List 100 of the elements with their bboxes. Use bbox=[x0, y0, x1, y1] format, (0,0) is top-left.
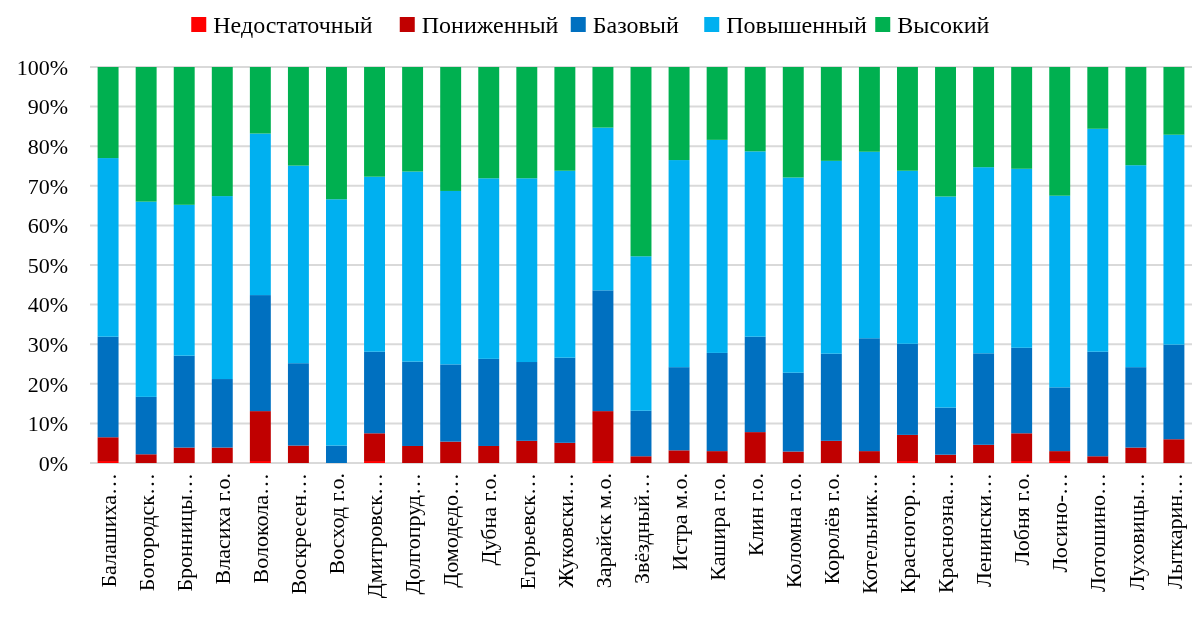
y-tick-label: 50% bbox=[27, 252, 68, 278]
bar bbox=[211, 379, 233, 448]
bar bbox=[1163, 134, 1185, 345]
bar bbox=[554, 357, 576, 443]
bar bbox=[440, 364, 462, 442]
y-tick-label: 30% bbox=[27, 331, 68, 357]
legend-label: Повышенный bbox=[726, 12, 867, 39]
x-tick-label: Коломна г.о. bbox=[780, 473, 806, 589]
bar bbox=[592, 290, 614, 412]
bar bbox=[249, 295, 271, 412]
bar bbox=[820, 440, 842, 463]
bar bbox=[668, 160, 690, 368]
bar bbox=[135, 67, 157, 202]
bar bbox=[706, 67, 728, 140]
x-tick-label: Воскресен… bbox=[286, 473, 312, 595]
y-tick-label: 10% bbox=[27, 411, 68, 437]
bar bbox=[1087, 67, 1109, 129]
bar bbox=[249, 133, 271, 296]
bar bbox=[1049, 387, 1071, 452]
bar bbox=[1125, 447, 1147, 463]
bar bbox=[1011, 433, 1033, 462]
bar bbox=[973, 167, 995, 354]
x-tick-label: Богородск… bbox=[133, 473, 159, 592]
bar bbox=[935, 454, 956, 463]
bar bbox=[326, 199, 347, 446]
x-tick-label: Луховицы… bbox=[1123, 473, 1149, 591]
x-tick-label: Долгопруд… bbox=[400, 473, 426, 595]
bar bbox=[478, 358, 500, 446]
bar bbox=[364, 67, 386, 177]
bar bbox=[440, 67, 462, 191]
x-tick-label: Власиха г.о. bbox=[209, 473, 235, 585]
bar bbox=[478, 445, 500, 463]
bar bbox=[1163, 439, 1185, 463]
bar bbox=[630, 410, 652, 457]
bar bbox=[402, 171, 424, 362]
bar bbox=[364, 176, 386, 352]
bar bbox=[744, 151, 766, 337]
bar bbox=[287, 67, 309, 166]
bar bbox=[249, 67, 271, 134]
bar bbox=[973, 353, 995, 445]
bar bbox=[973, 67, 995, 168]
bar bbox=[211, 447, 233, 463]
bar bbox=[1125, 165, 1147, 368]
bar bbox=[896, 170, 918, 344]
bar bbox=[1049, 67, 1071, 196]
bar bbox=[554, 442, 576, 463]
bar bbox=[1011, 347, 1033, 434]
bar bbox=[592, 127, 614, 291]
bar bbox=[402, 445, 424, 463]
x-tick-label: Дмитровск… bbox=[362, 473, 388, 599]
x-tick-label: Истра м.о. bbox=[666, 473, 692, 571]
bar bbox=[516, 178, 538, 363]
bar bbox=[935, 407, 956, 455]
bar bbox=[211, 67, 233, 197]
x-tick-label: Лыткарин… bbox=[1161, 473, 1187, 589]
bar bbox=[668, 67, 690, 161]
bar bbox=[744, 336, 766, 433]
bar bbox=[1125, 367, 1147, 448]
bar bbox=[744, 67, 766, 152]
y-tick-label: 60% bbox=[27, 213, 68, 239]
x-tick-label: Краснозна… bbox=[933, 473, 959, 594]
bar bbox=[173, 204, 195, 356]
legend-label: Базовый bbox=[592, 12, 679, 39]
bar bbox=[97, 336, 119, 438]
bar bbox=[97, 67, 119, 159]
bar bbox=[97, 158, 119, 337]
bar bbox=[744, 432, 766, 463]
bar bbox=[97, 437, 119, 462]
legend-label: Высокий bbox=[897, 12, 990, 39]
bar bbox=[135, 454, 157, 463]
x-tick-label: Королёв г.о. bbox=[819, 473, 845, 585]
bar bbox=[287, 165, 309, 364]
bar bbox=[516, 67, 538, 179]
bar bbox=[820, 160, 842, 354]
y-tick-label: 20% bbox=[27, 371, 68, 397]
bar bbox=[858, 67, 880, 152]
bar bbox=[858, 151, 880, 339]
bar bbox=[516, 440, 538, 463]
bar bbox=[782, 67, 804, 178]
x-tick-label: Зарайск м.о. bbox=[590, 473, 616, 589]
bar bbox=[440, 190, 462, 365]
bar bbox=[782, 451, 804, 463]
bar bbox=[973, 444, 995, 463]
bar bbox=[173, 447, 195, 463]
x-tick-label: Котельник… bbox=[857, 473, 883, 594]
x-tick-label: Красногор… bbox=[895, 473, 921, 594]
bar bbox=[1125, 67, 1147, 166]
x-tick-label: Клин г.о. bbox=[742, 473, 768, 557]
bar bbox=[402, 67, 424, 172]
bar bbox=[554, 67, 576, 171]
bar bbox=[1163, 344, 1185, 440]
bar bbox=[211, 196, 233, 380]
bar bbox=[1087, 456, 1109, 463]
bar bbox=[1087, 351, 1109, 457]
bar bbox=[1163, 67, 1185, 135]
bar bbox=[287, 363, 309, 446]
x-tick-label: Кашира г.о. bbox=[704, 473, 730, 581]
bar bbox=[592, 411, 614, 462]
bar bbox=[1049, 195, 1071, 388]
bar bbox=[630, 67, 652, 257]
